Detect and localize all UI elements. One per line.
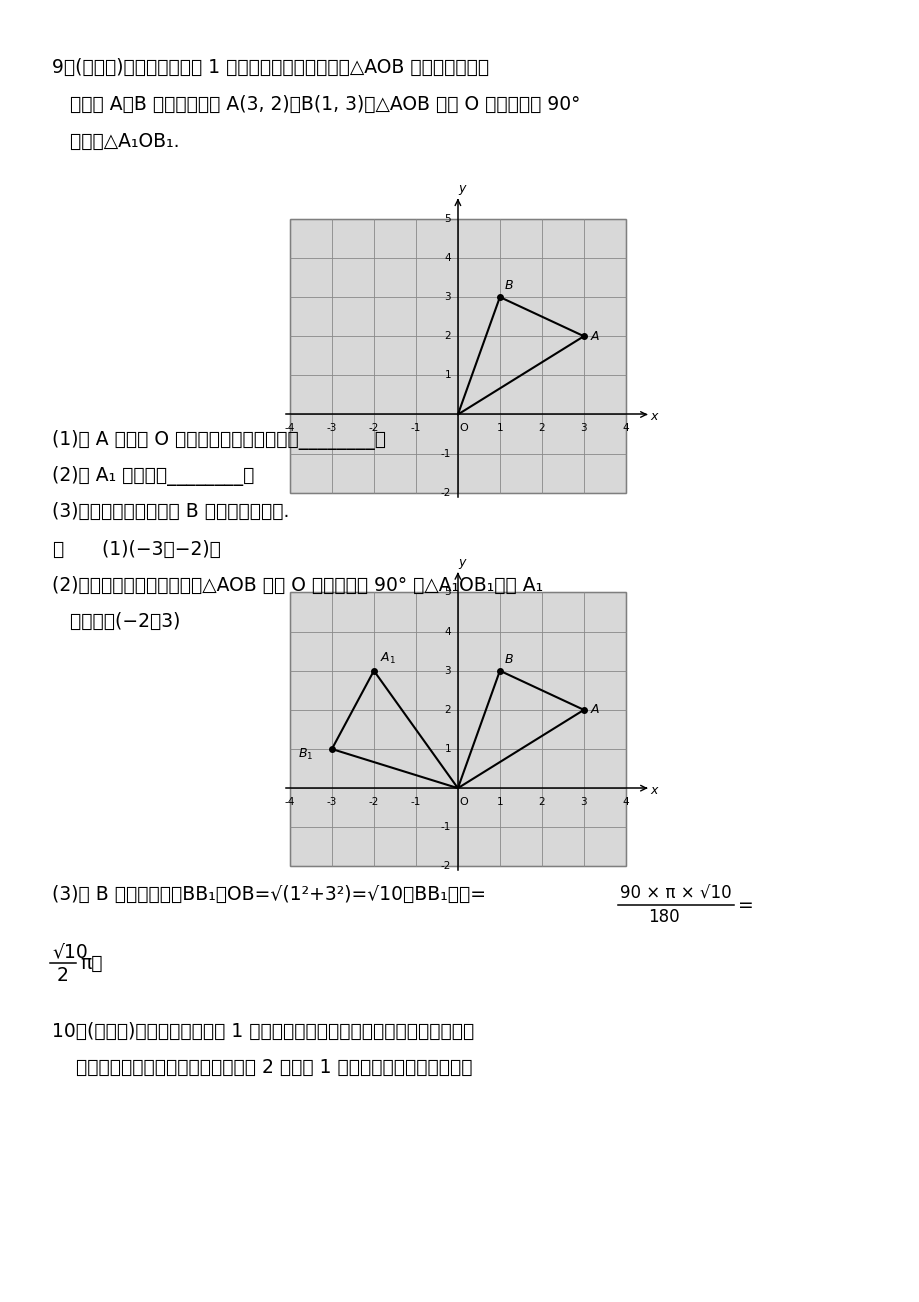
Text: 4: 4 bbox=[444, 253, 450, 263]
Text: 4: 4 bbox=[622, 423, 629, 434]
Text: $x$: $x$ bbox=[650, 784, 659, 797]
Text: 2: 2 bbox=[444, 704, 450, 715]
Text: 2: 2 bbox=[57, 966, 69, 986]
Bar bbox=[289, 219, 625, 492]
Text: -4: -4 bbox=[284, 797, 295, 807]
Text: -3: -3 bbox=[326, 797, 336, 807]
Text: (2)点 A₁ 的坐标为________；: (2)点 A₁ 的坐标为________； bbox=[52, 466, 254, 486]
Text: π．: π． bbox=[80, 953, 102, 973]
Text: $B$: $B$ bbox=[504, 654, 514, 667]
Text: O: O bbox=[459, 797, 468, 807]
Text: -4: -4 bbox=[284, 423, 295, 434]
Text: O: O bbox=[459, 423, 468, 434]
Text: 的坐标为(−2，3): 的坐标为(−2，3) bbox=[52, 612, 180, 631]
Text: 2: 2 bbox=[538, 423, 545, 434]
Text: $B_1$: $B_1$ bbox=[298, 747, 312, 763]
Text: $y$: $y$ bbox=[458, 184, 468, 198]
Text: (1)(−3，−2)；: (1)(−3，−2)； bbox=[90, 540, 221, 559]
Text: $B$: $B$ bbox=[504, 280, 514, 293]
Text: 1: 1 bbox=[444, 370, 450, 380]
Text: √10: √10 bbox=[52, 943, 87, 961]
Text: 5: 5 bbox=[444, 587, 450, 598]
Text: $y$: $y$ bbox=[458, 557, 468, 572]
Text: (3)在旋转过程中，求点 B 经过的路径的长.: (3)在旋转过程中，求点 B 经过的路径的长. bbox=[52, 503, 289, 521]
Text: 10．(改编题)实践与操作：如图 1 是以正方形两顶点为圆心，边长为半径，画两: 10．(改编题)实践与操作：如图 1 是以正方形两顶点为圆心，边长为半径，画两 bbox=[52, 1022, 473, 1042]
Text: 3: 3 bbox=[580, 797, 586, 807]
Text: (2)如图，在坐标系中画出将△AOB 绕点 O 逆时针旋转 90° 的△A₁OB₁，点 A₁: (2)如图，在坐标系中画出将△AOB 绕点 O 逆时针旋转 90° 的△A₁OB… bbox=[52, 575, 542, 595]
Text: 段相等的圆弧而成的轴对称图形，图 2 是以图 1 为基本图案经过图形变换拼: 段相等的圆弧而成的轴对称图形，图 2 是以图 1 为基本图案经过图形变换拼 bbox=[52, 1059, 472, 1077]
Text: 4: 4 bbox=[622, 797, 629, 807]
Text: 3: 3 bbox=[444, 665, 450, 676]
Text: 180: 180 bbox=[647, 907, 679, 926]
Text: -2: -2 bbox=[440, 862, 450, 871]
Text: $x$: $x$ bbox=[650, 410, 659, 423]
Text: 解: 解 bbox=[52, 540, 63, 559]
Text: -1: -1 bbox=[410, 797, 421, 807]
Text: (3)点 B 经过的路径为BB₁，OB=√(1²+3²)=√10，BB₁的长=: (3)点 B 经过的路径为BB₁，OB=√(1²+3²)=√10，BB₁的长= bbox=[52, 885, 485, 904]
Text: 1: 1 bbox=[444, 743, 450, 754]
Text: 后得到△A₁OB₁.: 后得到△A₁OB₁. bbox=[52, 132, 179, 151]
Text: 5: 5 bbox=[444, 214, 450, 224]
Text: -2: -2 bbox=[369, 797, 379, 807]
Text: 3: 3 bbox=[444, 292, 450, 302]
Text: 3: 3 bbox=[580, 423, 586, 434]
Text: 2: 2 bbox=[444, 331, 450, 341]
Bar bbox=[289, 592, 625, 866]
Text: (1)点 A 关于点 O 成中心对称的点的坐标为________；: (1)点 A 关于点 O 成中心对称的点的坐标为________； bbox=[52, 430, 386, 450]
Text: 1: 1 bbox=[496, 797, 503, 807]
Text: $A$: $A$ bbox=[590, 703, 600, 716]
Text: -3: -3 bbox=[326, 423, 336, 434]
Text: $A_1$: $A_1$ bbox=[380, 651, 396, 667]
Text: =: = bbox=[737, 896, 753, 914]
Text: 上，点 A、B 的坐标分别是 A(3, 2)，B(1, 3)．△AOB 绕点 O 逆时针旋转 90°: 上，点 A、B 的坐标分别是 A(3, 2)，B(1, 3)．△AOB 绕点 O… bbox=[52, 95, 580, 115]
Text: -1: -1 bbox=[410, 423, 421, 434]
Text: 4: 4 bbox=[444, 626, 450, 637]
Text: -1: -1 bbox=[440, 823, 450, 832]
Text: -2: -2 bbox=[369, 423, 379, 434]
Text: $A$: $A$ bbox=[590, 329, 600, 342]
Text: 9．(改编题)如图，在边长为 1 的正方形组成的网格中，△AOB 的顶点均在格点: 9．(改编题)如图，在边长为 1 的正方形组成的网格中，△AOB 的顶点均在格点 bbox=[52, 59, 489, 77]
Text: -1: -1 bbox=[440, 449, 450, 458]
Text: 90 × π × √10: 90 × π × √10 bbox=[619, 885, 731, 904]
Text: -2: -2 bbox=[440, 488, 450, 497]
Text: 2: 2 bbox=[538, 797, 545, 807]
Text: 1: 1 bbox=[496, 423, 503, 434]
